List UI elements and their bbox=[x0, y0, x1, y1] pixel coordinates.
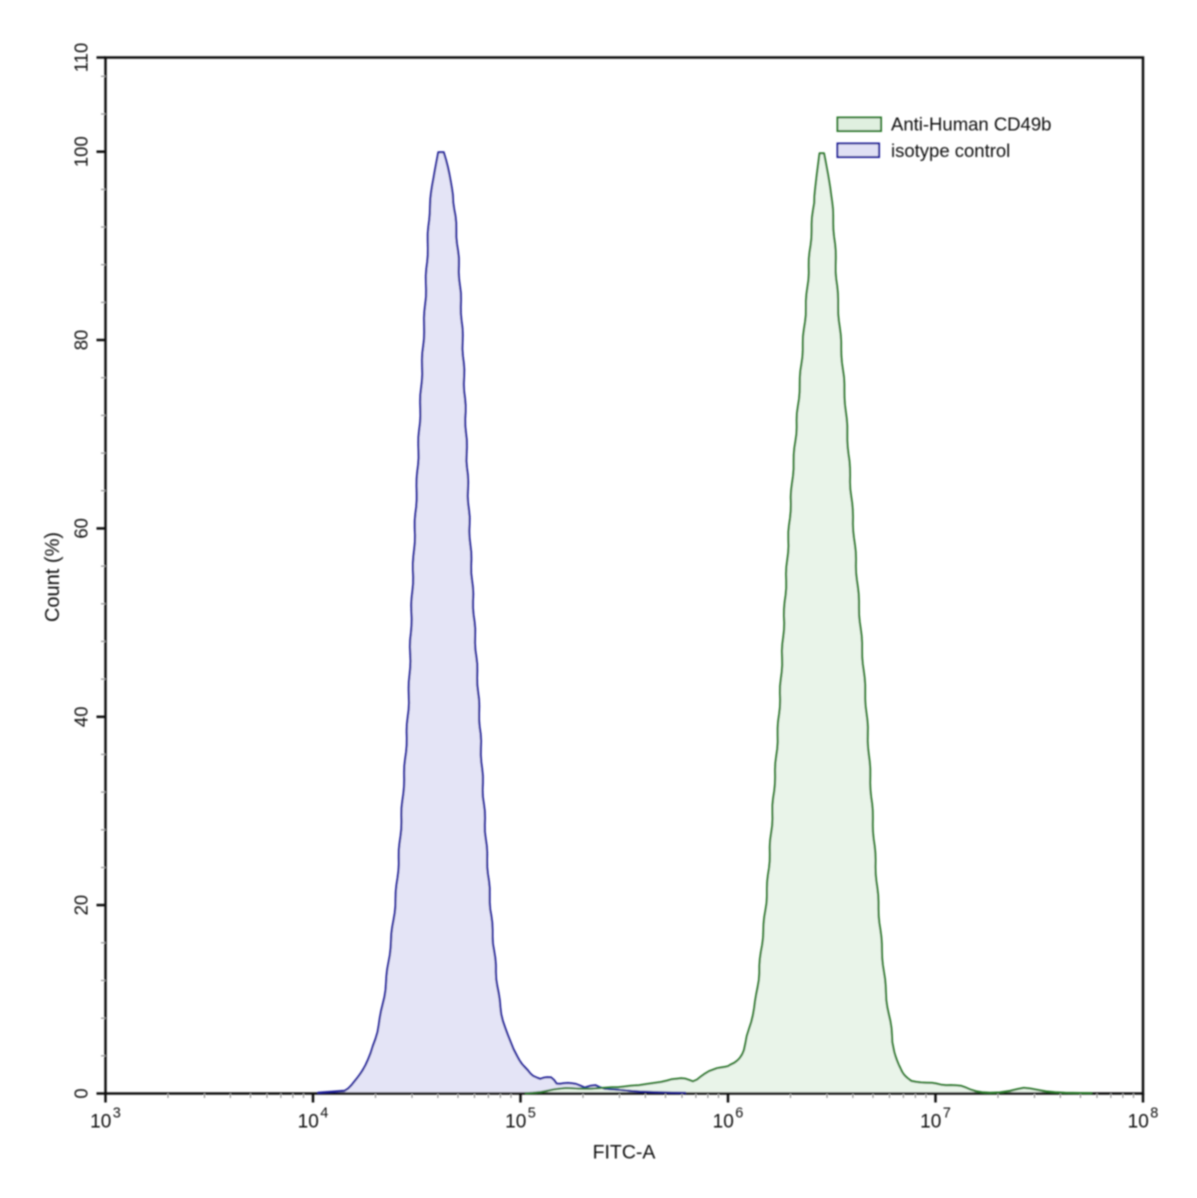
svg-text:0: 0 bbox=[71, 1088, 92, 1098]
svg-text:110: 110 bbox=[71, 43, 92, 73]
svg-text:Count (%): Count (%) bbox=[42, 532, 64, 622]
svg-text:isotype control: isotype control bbox=[891, 140, 1010, 161]
svg-text:40: 40 bbox=[71, 707, 92, 728]
svg-text:100: 100 bbox=[71, 136, 92, 167]
svg-text:60: 60 bbox=[71, 518, 92, 539]
svg-text:FITC-A: FITC-A bbox=[593, 1142, 656, 1164]
svg-text:80: 80 bbox=[71, 330, 92, 351]
svg-text:Anti-Human CD49b: Anti-Human CD49b bbox=[891, 114, 1051, 135]
svg-text:20: 20 bbox=[71, 895, 92, 916]
